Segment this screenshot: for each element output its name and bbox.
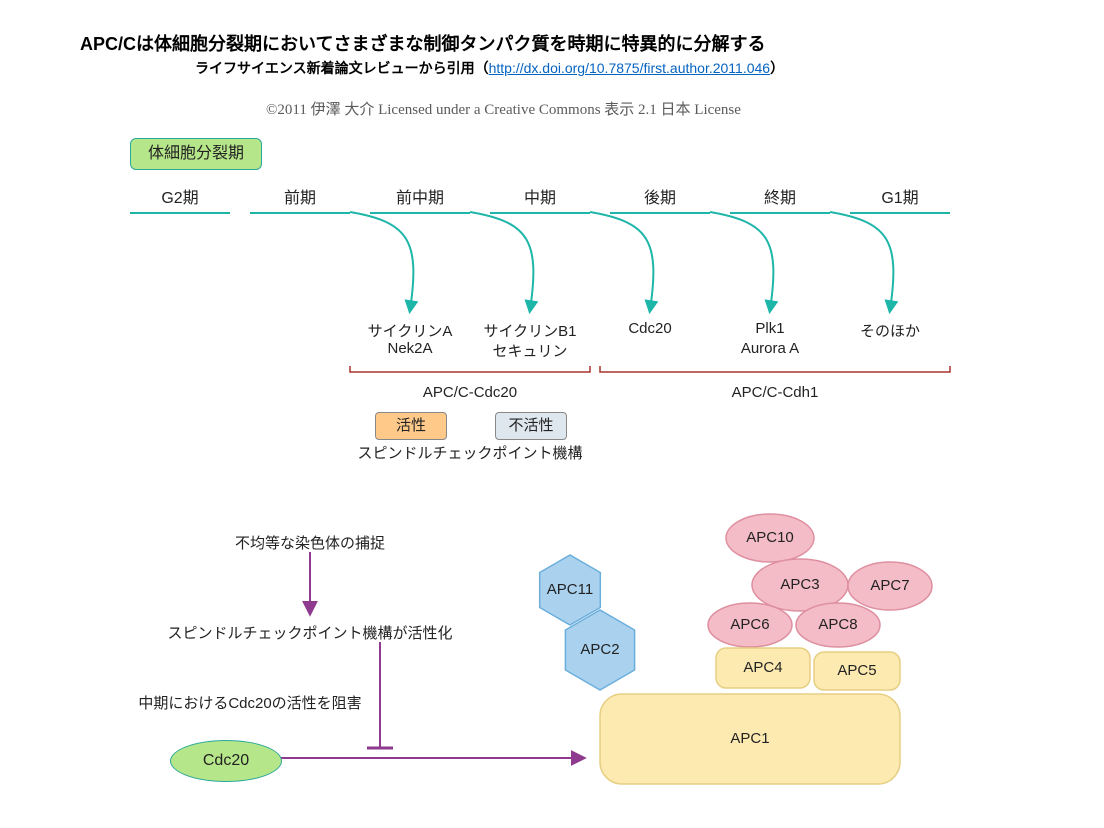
pathway-text-capture: 不均等な染色体の捕捉 xyxy=(140,532,480,553)
shape-apc4 xyxy=(716,648,810,688)
diagram-root: APC/Cは体細胞分裂期においてさまざまな制御タンパク質を時期に特異的に分解する… xyxy=(0,0,1104,828)
shape-apc2 xyxy=(565,610,634,690)
bracket-0 xyxy=(350,366,590,372)
shape-apc6 xyxy=(708,603,792,647)
substrate-0-line2: Nek2A xyxy=(355,340,465,357)
cdc20-ellipse: Cdc20 xyxy=(170,740,282,782)
label-apc5: APC5 xyxy=(837,662,876,679)
timeline-arrow-1 xyxy=(470,212,533,310)
phase-label-met: 中期 xyxy=(490,184,590,208)
activity-box-1: 不活性 xyxy=(495,412,567,440)
label-apc1: APC1 xyxy=(730,730,769,747)
phase-label-pm: 前中期 xyxy=(370,184,470,208)
substrate-2-line1: Cdc20 xyxy=(595,320,705,337)
phase-label-ana: 後期 xyxy=(610,184,710,208)
pathway-text-activate: スピンドルチェックポイント機構が活性化 xyxy=(140,622,480,643)
substrate-0-line1: サイクリンA xyxy=(355,320,465,341)
license-text: ©2011 伊澤 大介 Licensed under a Creative Co… xyxy=(266,98,741,119)
label-apc10: APC10 xyxy=(746,529,794,546)
shape-apc10 xyxy=(726,514,814,562)
bracket-label-1: APC/C-Cdh1 xyxy=(705,384,845,401)
phase-line-tel xyxy=(730,212,830,214)
pathway-text-inhibit: 中期におけるCdc20の活性を阻害 xyxy=(80,692,420,713)
phase-line-met xyxy=(490,212,590,214)
phase-line-ana xyxy=(610,212,710,214)
subtitle-prefix: ライフサイエンス新着論文レビューから引用（ xyxy=(195,60,489,76)
phase-badge-label: 体細胞分裂期 xyxy=(148,145,244,162)
shape-apc3 xyxy=(752,559,848,611)
label-apc7: APC7 xyxy=(870,577,909,594)
bracket-label-0: APC/C-Cdc20 xyxy=(400,384,540,401)
phase-label-g2: G2期 xyxy=(130,184,230,208)
shape-apc1 xyxy=(600,694,900,784)
phase-line-pm xyxy=(370,212,470,214)
substrate-3-line2: Aurora A xyxy=(715,340,825,357)
shape-apc5 xyxy=(814,652,900,690)
shape-apc11 xyxy=(540,555,601,625)
shape-apc8 xyxy=(796,603,880,647)
bracket-1 xyxy=(600,366,950,372)
shape-apc7 xyxy=(848,562,932,610)
substrate-4-line1: そのほか xyxy=(835,320,945,341)
citation-link[interactable]: http://dx.doi.org/10.7875/first.author.2… xyxy=(489,60,771,76)
label-apc8: APC8 xyxy=(818,616,857,633)
substrate-1-line1: サイクリンB1 xyxy=(475,320,585,341)
activity-caption: スピンドルチェックポイント機構 xyxy=(350,442,590,463)
phase-line-pro xyxy=(250,212,350,214)
phase-label-g1: G1期 xyxy=(850,184,950,208)
subtitle: ライフサイエンス新着論文レビューから引用（http://dx.doi.org/1… xyxy=(195,58,784,78)
timeline-arrow-3 xyxy=(710,212,773,310)
phase-badge: 体細胞分裂期 xyxy=(130,138,262,170)
phase-line-g1 xyxy=(850,212,950,214)
page-title: APC/Cは体細胞分裂期においてさまざまな制御タンパク質を時期に特異的に分解する xyxy=(80,30,765,56)
subtitle-suffix: ） xyxy=(770,60,784,76)
phase-label-pro: 前期 xyxy=(250,184,350,208)
label-apc11: APC11 xyxy=(547,581,593,598)
timeline-arrow-0 xyxy=(350,212,413,310)
phase-line-g2 xyxy=(130,212,230,214)
label-apc3: APC3 xyxy=(780,576,819,593)
phase-label-tel: 終期 xyxy=(730,184,830,208)
label-apc2: APC2 xyxy=(580,641,619,658)
timeline-arrow-4 xyxy=(830,212,893,310)
activity-box-0: 活性 xyxy=(375,412,447,440)
timeline-arrow-2 xyxy=(590,212,653,310)
label-apc6: APC6 xyxy=(730,616,769,633)
label-apc4: APC4 xyxy=(743,659,782,676)
substrate-3-line1: Plk1 xyxy=(715,320,825,337)
substrate-1-line2: セキュリン xyxy=(475,340,585,361)
